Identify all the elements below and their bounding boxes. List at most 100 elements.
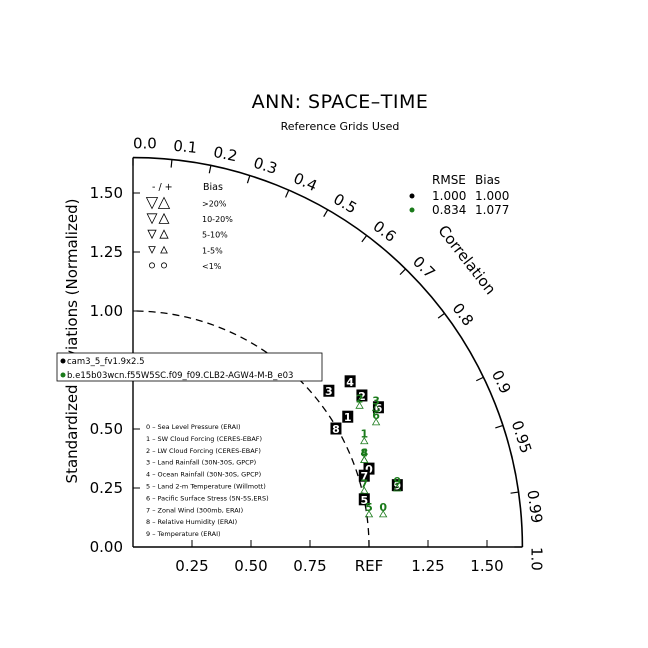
bias-legend-row-label: 10-20% <box>202 215 233 224</box>
variable-list-item: 2 – LW Cloud Forcing (CERES-EBAF) <box>146 447 261 455</box>
x-tick-label: REF <box>355 557 384 575</box>
variable-list-item: 0 – Sea Level Pressure (ERAI) <box>146 423 241 431</box>
down-triangle-icon <box>145 197 159 210</box>
data-point-label: 7 <box>360 477 368 490</box>
correlation-tick-label: 0.2 <box>212 143 239 165</box>
variable-list-item: 7 – Zonal Wind (300mb, ERAI) <box>146 506 243 514</box>
correlation-tick-mark <box>246 175 251 184</box>
correlation-tick-label: 0.99 <box>523 489 546 525</box>
bias-triangle-icon <box>360 486 369 494</box>
data-point-marker <box>358 493 370 506</box>
data-point-marker <box>372 401 384 414</box>
variable-list-item: 1 – SW Cloud Forcing (CERES-EBAF) <box>146 435 262 443</box>
variable-list: 0 – Sea Level Pressure (ERAI) 1 – SW Clou… <box>146 423 269 538</box>
data-point-marker <box>356 389 368 402</box>
down-triangle-icon <box>146 213 158 225</box>
bias-header: Bias <box>475 173 500 187</box>
correlation-tick-mark <box>323 209 329 217</box>
bias-triangle-icon <box>360 436 369 445</box>
up-triangle-icon <box>160 245 168 254</box>
x-tick-label: 1.50 <box>470 557 503 575</box>
circle-icon <box>160 262 167 269</box>
data-point-label: 1 <box>344 411 352 424</box>
correlation-tick-label: 0.9 <box>488 367 515 396</box>
data-point-label: 2 <box>356 392 364 405</box>
correlation-tick-mark <box>510 491 519 494</box>
up-triangle-icon <box>159 229 169 239</box>
correlation-tick-mark <box>285 189 290 198</box>
x-axis-ticks: 0.25 0.50 0.75 REF 1.25 1.50 <box>175 540 504 575</box>
data-point-label: 7 <box>360 470 368 483</box>
case-marker <box>60 372 66 378</box>
data-point-label: 4 <box>360 447 368 460</box>
variable-list-item: 3 – Land Rainfall (30N-30S, GPCP) <box>146 459 256 467</box>
variable-list-item: 5 – Land 2-m Temperature (Willmott) <box>146 483 266 491</box>
bias-triangle-icon <box>355 401 364 409</box>
bias-triangle-icon <box>364 510 374 518</box>
correlation-tick-mark <box>170 159 173 168</box>
case-legend: cam3_5_fv1.9x2.5 b.e15b03wcn.f55W5SC.f09… <box>56 352 323 382</box>
rmse-row-value: 0.834 <box>432 203 466 217</box>
data-point-label: 1 <box>360 428 368 441</box>
bias-row-value: 1.077 <box>475 203 509 217</box>
bias-triangle-icon <box>371 418 381 426</box>
data-point-label: 3 <box>325 385 333 398</box>
y-tick-label: 1.25 <box>90 243 123 261</box>
up-triangle-icon <box>157 196 171 209</box>
up-triangle-icon <box>158 212 170 224</box>
bias-legend-row-label: <1% <box>202 262 222 271</box>
correlation-tick-label: 0.4 <box>291 169 320 195</box>
data-point-label: 9 <box>393 480 401 493</box>
x-tick-label: 0.75 <box>293 557 326 575</box>
y-tick-label: 1.00 <box>90 302 123 320</box>
data-point-label: 0 <box>379 501 387 514</box>
data-point-label: 8 <box>332 423 340 436</box>
data-point-marker <box>363 462 375 475</box>
bias-row-value: 1.000 <box>475 189 509 203</box>
rmse-row-value: 1.000 <box>432 189 466 203</box>
diagram-frame <box>132 156 524 548</box>
case-name: b.e15b03wcn.f55W5SC.f09_f09.CLB2-AGW4-M-… <box>67 371 293 381</box>
bias-triangle-icon <box>393 484 402 492</box>
down-triangle-icon <box>147 229 157 240</box>
bias-legend-row-label: 5-10% <box>202 231 228 240</box>
rmse-row-marker <box>409 207 415 213</box>
data-point-label: 5 <box>365 501 373 514</box>
data-point-label: 6 <box>372 409 380 422</box>
chart-subtitle: Reference Grids Used <box>281 120 400 133</box>
data-point-label: 9 <box>393 475 401 488</box>
bias-triangle-icon <box>378 510 388 518</box>
rmse-row-marker <box>409 193 415 199</box>
down-triangle-icon <box>148 246 156 254</box>
data-point-label: 2 <box>358 390 366 403</box>
correlation-tick-mark <box>399 268 407 276</box>
y-tick-label: 0.50 <box>90 420 123 438</box>
correlation-tick-label: 1.0 <box>527 547 545 571</box>
data-point-label: 0 <box>365 463 373 476</box>
x-tick-label: 1.25 <box>411 557 444 575</box>
data-point-marker <box>342 410 354 423</box>
bias-triangle-icon <box>360 455 369 463</box>
correlation-tick-label: 0.1 <box>172 137 198 157</box>
correlation-tick-mark <box>208 165 212 174</box>
y-tick-label: 1.50 <box>90 184 123 202</box>
bias-legend-title: Bias <box>203 182 223 193</box>
chart-title: ANN: SPACE–TIME <box>252 91 429 113</box>
x-tick-label: 0.25 <box>175 557 208 575</box>
bias-legend-row-label: >20% <box>202 200 227 209</box>
correlation-tick-mark <box>437 312 445 319</box>
rmse-bias-legend: RMSE Bias 1.000 1.000 0.834 1.077 <box>409 173 509 217</box>
case-legend-box <box>56 352 323 382</box>
y-tick-label: 0.00 <box>90 538 123 556</box>
bias-triangle-icon <box>371 403 381 412</box>
data-point-label: 3 <box>372 395 380 408</box>
variable-list-item: 8 – Relative Humidity (ERAI) <box>146 518 237 526</box>
y-tick-label: 0.25 <box>90 479 123 497</box>
correlation-axis-label: Correlation <box>434 222 499 298</box>
variable-list-item: 4 – Ocean Rainfall (30N-30S, GPCP) <box>146 471 261 479</box>
data-point-marker <box>344 375 356 388</box>
correlation-tick-label: 0.3 <box>251 154 279 178</box>
rmse-header: RMSE <box>432 173 466 187</box>
data-point-marker <box>330 422 342 435</box>
